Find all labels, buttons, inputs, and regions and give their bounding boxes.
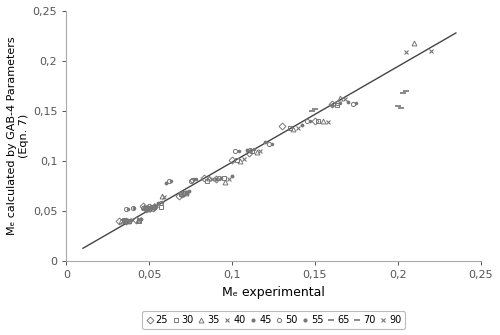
- X-axis label: Mₑ experimental: Mₑ experimental: [222, 286, 325, 299]
- Legend: 25, 30, 35, 40, 45, 50, 55, 65, 70, 90: 25, 30, 35, 40, 45, 50, 55, 65, 70, 90: [142, 311, 406, 329]
- Y-axis label: Mₑ calculated by GAB-4 Parameters
(Eqn. 7): Mₑ calculated by GAB-4 Parameters (Eqn. …: [7, 37, 28, 236]
